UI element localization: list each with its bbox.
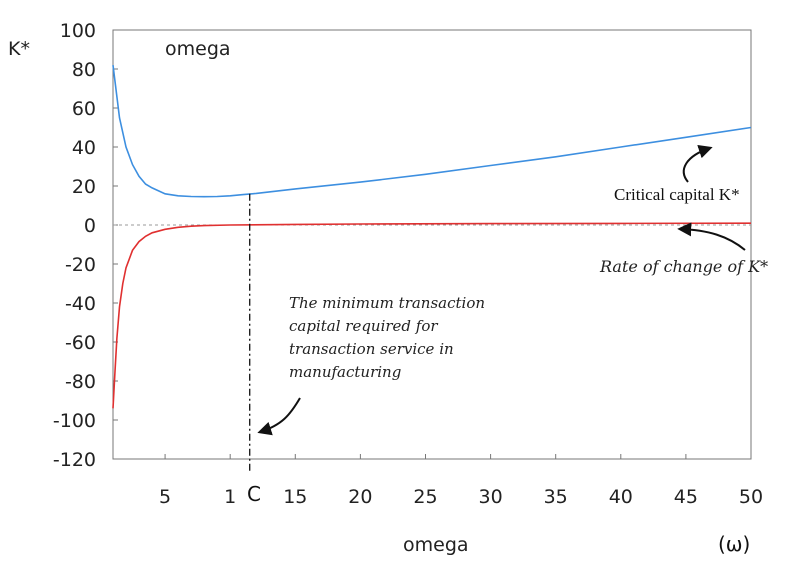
plot-frame xyxy=(112,29,752,460)
series-label-rate-of-change: Rate of change of K* xyxy=(599,257,768,276)
y-tick-label: -40 xyxy=(65,293,96,315)
series-label-critical-capital: Critical capital K* xyxy=(614,185,740,204)
y-tick-label: -20 xyxy=(65,254,96,276)
annotation-line-1: The minimum transaction xyxy=(289,294,485,312)
arrow-rate-of-change xyxy=(677,222,746,251)
y-tick-label: 0 xyxy=(84,215,96,237)
rate-of-change-line xyxy=(112,222,752,409)
x-axis-label: omega xyxy=(403,534,469,556)
y-tick-label: -100 xyxy=(53,410,96,432)
x-tick-label: 15 xyxy=(283,486,307,508)
x-tick-label: 30 xyxy=(478,486,502,508)
y-tick-label: -80 xyxy=(65,371,96,393)
annotation-line-3: transaction service in xyxy=(289,340,454,358)
x-tick-label: 25 xyxy=(413,486,437,508)
x-tick-label: 35 xyxy=(544,486,568,508)
x-tick-label: 5 xyxy=(159,486,171,508)
y-tick-label: 80 xyxy=(72,59,96,81)
x-tick-label: 1 xyxy=(224,486,236,508)
arrow-critical-capital xyxy=(682,144,713,183)
c-marker-label: C xyxy=(247,482,261,506)
y-tick-label: -120 xyxy=(53,449,96,471)
x-tick-label: 45 xyxy=(674,486,698,508)
y-axis: 100 80 60 40 20 0 -20 -40 -60 -80 -100 -120 xyxy=(53,20,118,471)
critical-capital-line xyxy=(112,65,752,198)
x-axis: 5 1 15 20 25 30 35 40 45 50 xyxy=(159,454,763,508)
annotation-line-4: manufacturing xyxy=(289,363,401,381)
y-axis-label: K* xyxy=(8,38,30,60)
y-tick-label: 100 xyxy=(60,20,96,42)
x-tick-label: 40 xyxy=(609,486,633,508)
y-tick-label: 40 xyxy=(72,137,96,159)
x-axis-symbol: (ω) xyxy=(718,532,750,556)
y-tick-label: -60 xyxy=(65,332,96,354)
x-tick-label: 20 xyxy=(348,486,372,508)
annotation-line-2: capital required for xyxy=(289,317,438,335)
arrow-annotation xyxy=(257,397,301,436)
x-tick-label: 50 xyxy=(739,486,763,508)
y-tick-label: 60 xyxy=(72,98,96,120)
in-plot-label: omega xyxy=(165,38,231,60)
y-tick-label: 20 xyxy=(72,176,96,198)
